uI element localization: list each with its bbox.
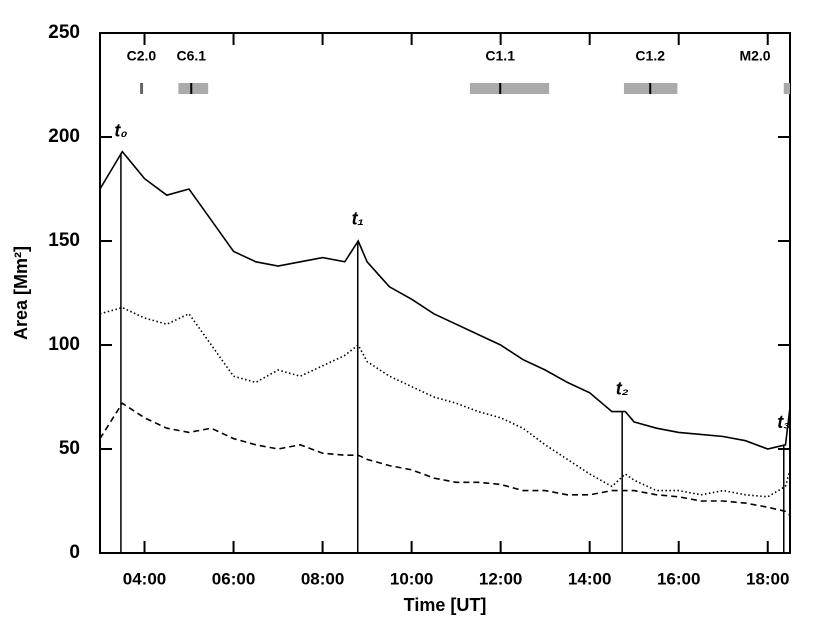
event-label: t₁ xyxy=(352,208,364,228)
event-label: t₃ xyxy=(777,412,790,432)
x-axis-label: Time [UT] xyxy=(404,595,487,615)
flare-bar xyxy=(469,83,550,94)
event-label: t₀ xyxy=(114,121,127,141)
x-tick-label: 12:00 xyxy=(479,569,522,588)
flare-bar xyxy=(140,83,144,94)
series-line xyxy=(99,402,791,517)
flare-label: C2.0 xyxy=(127,48,157,64)
y-tick-label: 200 xyxy=(48,126,80,147)
x-tick-label: 18:00 xyxy=(746,569,789,588)
flare-bar xyxy=(783,83,790,94)
flare-label: C6.1 xyxy=(176,48,206,64)
x-tick-label: 04:00 xyxy=(123,569,166,588)
flare-label: M2.0 xyxy=(739,48,770,64)
flare-label: C1.1 xyxy=(485,48,515,64)
plot-frame xyxy=(99,32,791,554)
y-tick-label: 0 xyxy=(69,542,80,563)
flare-bar xyxy=(178,83,209,94)
y-axis-label: Area [Mm²] xyxy=(11,246,31,340)
x-tick-label: 06:00 xyxy=(212,569,255,588)
flare-label: C1.2 xyxy=(635,48,665,64)
x-tick-label: 14:00 xyxy=(568,569,611,588)
x-tick-label: 10:00 xyxy=(390,569,433,588)
series-line xyxy=(99,306,791,498)
y-tick-label: 50 xyxy=(59,438,80,459)
y-tick-label: 150 xyxy=(48,230,80,251)
y-tick-label: 100 xyxy=(48,334,80,355)
y-tick-label: 250 xyxy=(48,22,80,43)
x-tick-label: 08:00 xyxy=(301,569,344,588)
x-tick-label: 16:00 xyxy=(657,569,700,588)
event-label: t₂ xyxy=(616,378,629,398)
series-line xyxy=(99,150,791,450)
